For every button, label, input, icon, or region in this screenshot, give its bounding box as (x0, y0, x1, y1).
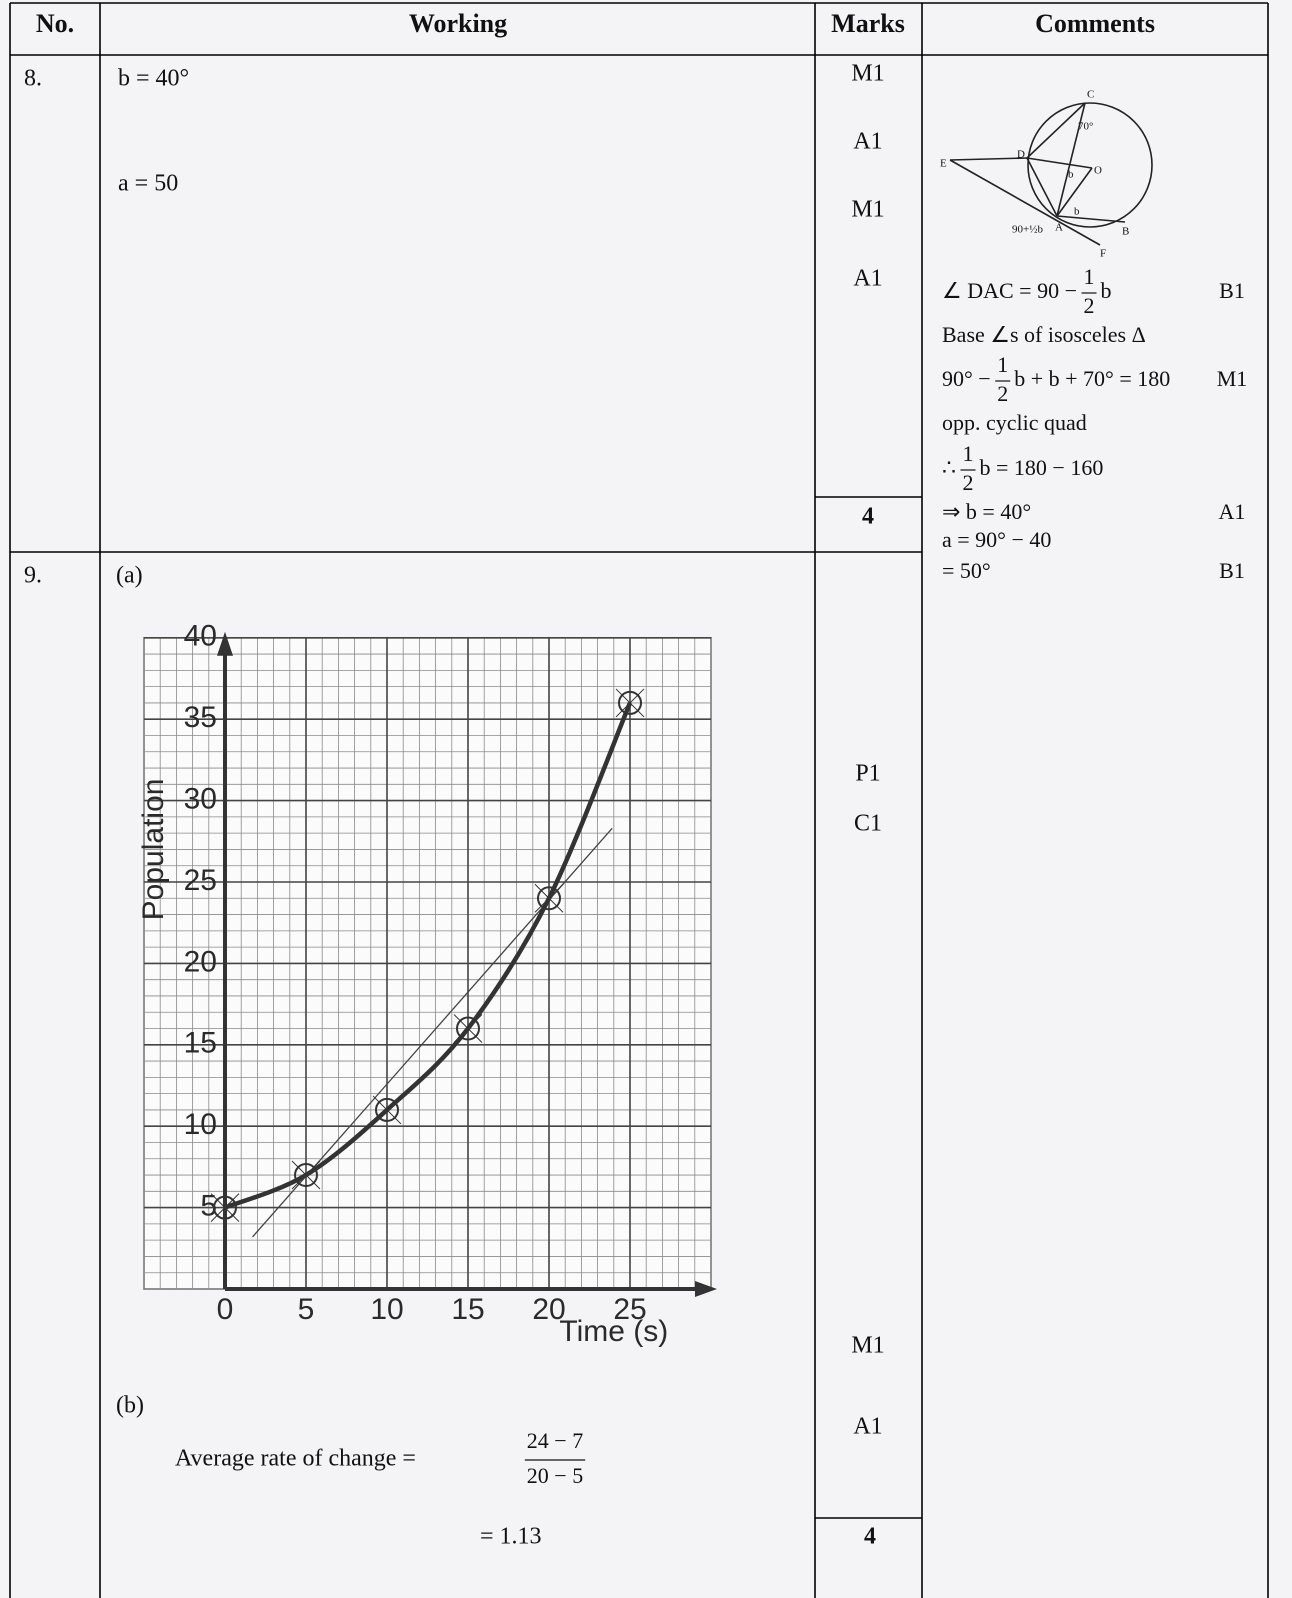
diagram-label: B (1122, 226, 1129, 238)
x-axis-label: Time (s) (559, 1315, 668, 1348)
fraction-numerator: 1 (1084, 264, 1095, 289)
y-tick-label: 25 (184, 864, 217, 897)
diagram-label: F (1100, 248, 1106, 260)
y-axis-label: Population (137, 779, 170, 921)
fraction-denominator: 2 (997, 381, 1008, 406)
comment-mark: B1 (1219, 558, 1245, 583)
header-marks: Marks (831, 9, 905, 38)
row-number: 9. (24, 563, 42, 589)
fraction-numerator: 1 (997, 352, 1008, 377)
diagram-label: E (940, 158, 947, 170)
fraction-numerator: 24 − 7 (527, 1428, 583, 1453)
diagram-label: O (1094, 165, 1102, 177)
diagram-label: 70° (1078, 121, 1093, 133)
comment-text: opp. cyclic quad (942, 410, 1087, 435)
y-tick-label: 40 (184, 620, 217, 653)
mark: A1 (853, 1414, 882, 1440)
fraction-denominator: 2 (1084, 293, 1095, 318)
y-tick-label: 15 (184, 1027, 217, 1060)
comment-text: ∠ DAC = 90 − (942, 278, 1077, 303)
working-line: b = 40° (118, 66, 189, 92)
diagram-label: C (1087, 89, 1094, 101)
diagram-label: b (1068, 169, 1074, 181)
y-tick-label: 35 (184, 701, 217, 734)
working-line: Average rate of change = (175, 1446, 416, 1472)
comment-text: b = 180 − 160 (980, 455, 1104, 480)
comment-text: ⇒ b = 40° (942, 499, 1031, 524)
comment-mark: A1 (1219, 499, 1246, 524)
y-tick-label: 10 (184, 1108, 217, 1141)
x-tick-label: 15 (451, 1293, 484, 1326)
diagram-label: b (1074, 206, 1080, 218)
working-line: a = 50 (118, 171, 178, 197)
comment-text: = 50° (942, 558, 991, 583)
fraction-denominator: 2 (963, 470, 974, 495)
mark: M1 (851, 197, 884, 223)
y-tick-label: 20 (184, 945, 217, 978)
comment-mark: B1 (1219, 278, 1245, 303)
mark: A1 (853, 129, 882, 155)
header-working: Working (409, 9, 507, 38)
diagram-label: A (1055, 222, 1063, 234)
x-tick-label: 10 (370, 1293, 403, 1326)
comment-text: a = 90° − 40 (942, 527, 1051, 552)
header-no: No. (36, 9, 74, 38)
working-line: = 1.13 (480, 1524, 542, 1550)
header-comments: Comments (1035, 9, 1155, 38)
row-number: 8. (24, 66, 42, 92)
part-label: (b) (116, 1393, 144, 1419)
y-tick-label: 30 (184, 783, 217, 816)
comment-text: 90° − (942, 366, 991, 391)
mark: M1 (851, 61, 884, 87)
marking-scheme: No. Working Marks Comments 8. b = 40° a … (0, 0, 1292, 1598)
comment-text: ∴ (942, 455, 956, 480)
diagram-label: D (1017, 149, 1025, 161)
comment-text: b (1101, 278, 1112, 303)
fraction-denominator: 20 − 5 (527, 1463, 583, 1488)
total-marks: 4 (862, 504, 874, 530)
part-label: (a) (116, 563, 143, 589)
x-tick-label: 5 (298, 1293, 315, 1326)
comment-text: Base ∠s of isosceles Δ (942, 322, 1146, 347)
mark: M1 (851, 1333, 884, 1359)
total-marks: 4 (864, 1524, 876, 1550)
comment-text: b + b + 70° = 180 (1014, 366, 1170, 391)
mark: C1 (854, 811, 882, 837)
mark: A1 (853, 266, 882, 292)
comment-mark: M1 (1217, 366, 1248, 391)
x-tick-label: 0 (217, 1293, 234, 1326)
diagram-label: 90+½b (1012, 224, 1043, 236)
mark: P1 (855, 761, 880, 787)
fraction-numerator: 1 (963, 441, 974, 466)
